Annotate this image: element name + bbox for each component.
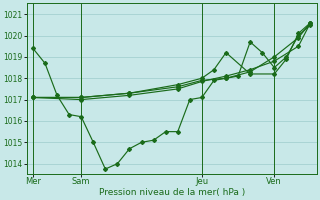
X-axis label: Pression niveau de la mer( hPa ): Pression niveau de la mer( hPa )	[99, 188, 245, 197]
